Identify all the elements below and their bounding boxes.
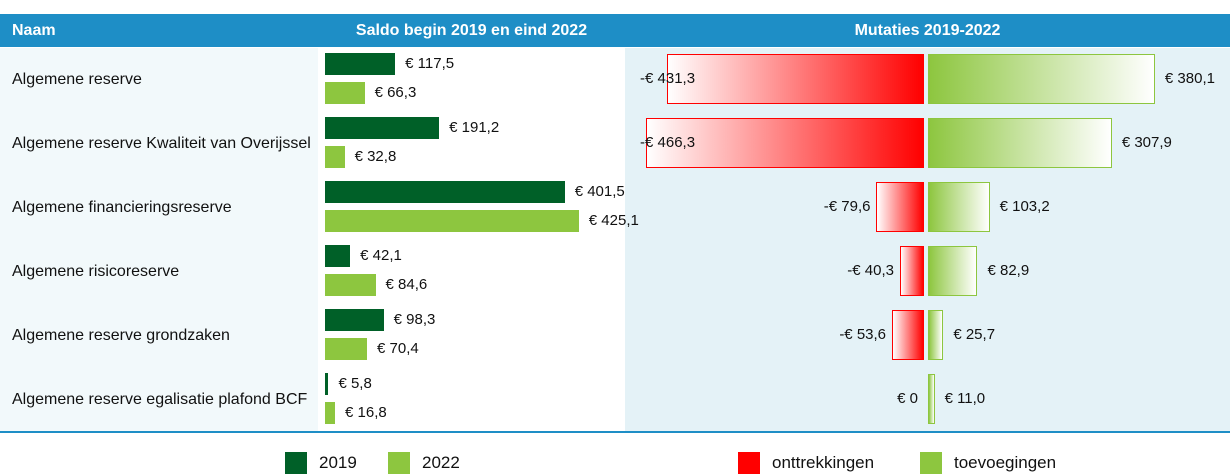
value-label: € 25,7 [953,326,996,343]
bar [928,374,935,424]
bar [928,118,1112,168]
value-label: € 191,2 [449,119,500,136]
legend-label: 2019 [319,453,357,472]
legend-swatch [388,452,410,474]
value-label: € 66,3 [374,84,417,101]
bar [325,402,336,424]
bar [325,146,345,168]
value-label: € 425,1 [588,212,639,229]
value-label: € 5,8 [338,375,372,392]
value-label: € 70,4 [377,340,419,357]
value-label: € 307,9 [1121,134,1172,151]
bar [325,245,351,267]
bar [325,82,365,104]
bar [325,181,565,203]
value-label: € 84,6 [385,276,428,293]
row-name: Algemene reserve Kwaliteit van Overijsse… [12,135,311,152]
row-name: Algemene reserve egalisatie plafond BCF [12,391,308,408]
header-bar [0,14,1230,47]
bar [645,118,924,168]
bar [325,210,579,232]
value-label: -€ 53,6 [839,326,887,343]
row-name: Algemene reserve [12,71,142,88]
bar [928,54,1155,104]
value-label: € 0 [897,390,918,407]
legend-label: 2022 [422,453,460,472]
value-label: € 82,9 [987,262,1030,279]
row-name: Algemene financieringsreserve [12,199,232,216]
bar [928,310,944,360]
value-label: € 11,0 [944,390,986,407]
header-mutaties: Mutaties 2019-2022 [854,22,1001,39]
value-label: -€ 466,3 [640,134,696,151]
bar [325,309,384,331]
bar [899,246,924,296]
legend-swatch [285,452,307,474]
header-saldo: Saldo begin 2019 en eind 2022 [355,22,588,39]
bar [876,182,924,232]
legend-swatch [920,452,942,474]
legend-label: toevoegingen [954,453,1057,472]
value-label: € 32,8 [354,148,397,165]
value-label: € 16,8 [345,404,387,421]
value-label: € 380,1 [1164,70,1215,87]
bottom-rule [0,431,1230,433]
bar [666,54,924,104]
value-label: € 42,1 [360,247,402,264]
mutaties-column [625,48,1230,432]
value-label: -€ 431,3 [640,70,696,87]
row-name: Algemene risicoreserve [12,263,180,280]
value-label: -€ 40,3 [847,262,894,279]
value-label: -€ 79,6 [823,198,871,215]
name-column [0,48,318,432]
row-name: Algemene reserve grondzaken [12,327,230,344]
bar [892,310,924,360]
bar [325,117,440,139]
bar [928,246,978,296]
bar [325,53,396,75]
bar [325,373,329,395]
bar [325,274,376,296]
value-label: € 117,5 [405,55,455,72]
bar [325,338,368,360]
value-label: € 103,2 [999,198,1050,215]
legend-swatch [738,452,760,474]
legend-label: onttrekkingen [772,453,875,472]
value-label: € 98,3 [393,311,436,328]
header-name: Naam [12,22,56,39]
bar [928,182,990,232]
value-label: € 401,5 [574,183,625,200]
